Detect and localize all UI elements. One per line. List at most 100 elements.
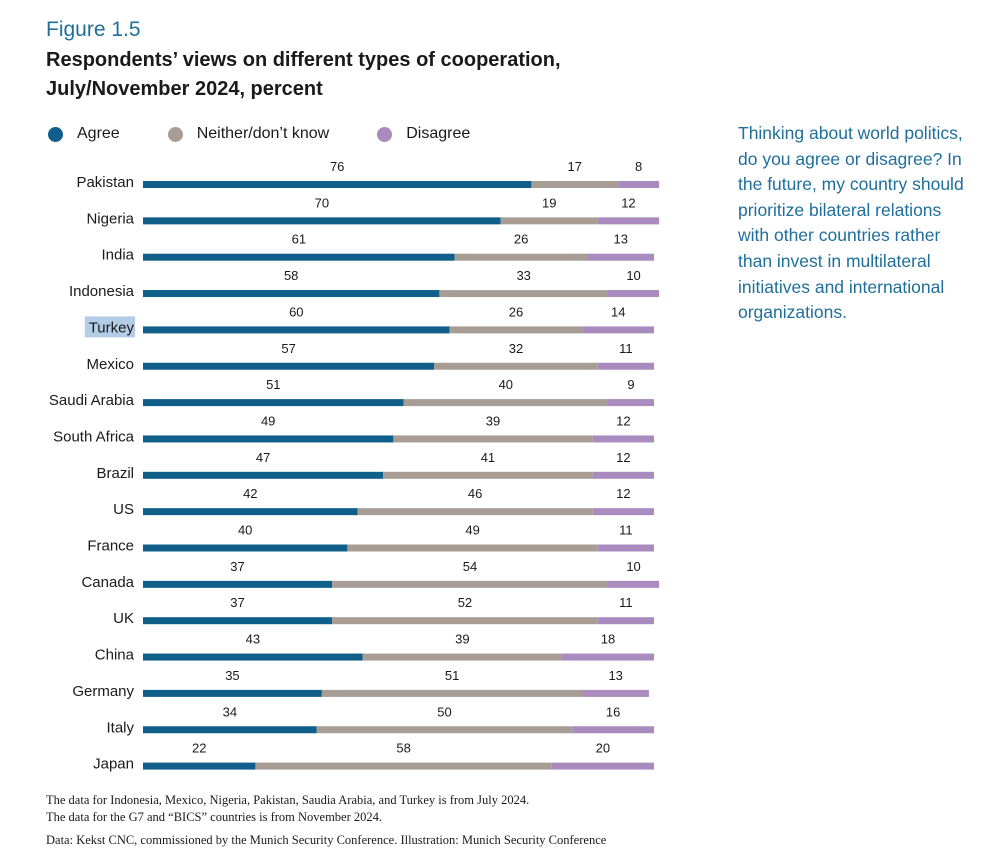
bar-row: Italy 34 50 16	[106, 704, 654, 736]
bar-row: Indonesia 58 33 10	[69, 268, 660, 300]
data-label-agree: 60	[289, 304, 303, 319]
bar-segment-agree	[143, 181, 532, 188]
bar-segment-disagree	[608, 399, 654, 407]
bar-row: South Africa 49 39 12	[53, 413, 654, 445]
legend-swatch-neither	[167, 126, 183, 142]
bar-segment-neither	[500, 217, 598, 225]
bar-segment-neither	[347, 544, 598, 552]
bar-row: UK 37 52 11	[113, 595, 654, 627]
bar-segment-agree	[143, 362, 435, 370]
category-label: US	[113, 501, 134, 518]
category-label: Germany	[72, 683, 134, 700]
data-label-disagree: 16	[606, 704, 620, 719]
data-label-agree: 34	[223, 704, 237, 719]
data-label-disagree: 13	[614, 232, 628, 247]
bar-row: Japan 22 58 20	[93, 741, 654, 773]
category-label: Pakistan	[76, 174, 134, 191]
category-label: Italy	[106, 719, 134, 736]
data-label-disagree: 14	[611, 304, 625, 319]
category-label: China	[95, 647, 135, 664]
data-label-disagree: 12	[616, 450, 630, 465]
bar-segment-neither	[362, 653, 563, 661]
chart-title-line-1: Respondents’ views on different types of…	[46, 49, 561, 71]
bar-segment-agree	[143, 217, 501, 225]
bar-segment-neither	[449, 326, 583, 334]
category-label: Canada	[81, 574, 134, 591]
data-label-agree: 51	[266, 377, 280, 392]
bar-segment-agree	[143, 762, 256, 770]
data-label-disagree: 11	[619, 595, 633, 610]
data-label-agree: 22	[192, 741, 206, 756]
data-label-neither: 19	[542, 195, 556, 210]
bar-segment-disagree	[592, 508, 654, 516]
data-label-agree: 49	[261, 413, 275, 428]
bar-segment-neither	[434, 362, 598, 370]
data-label-disagree: 10	[626, 559, 640, 574]
data-label-agree: 70	[315, 195, 329, 210]
bar-row: Nigeria 70 19 12	[86, 195, 660, 227]
bar-row: Pakistan 76 17 8	[76, 159, 660, 191]
bar-segment-agree	[143, 508, 358, 516]
bar-row: China 43 39 18	[95, 632, 654, 664]
bar-row: Brazil 47 41 12	[96, 450, 654, 482]
bar-segment-neither	[321, 689, 583, 697]
category-label: Nigeria	[86, 210, 134, 227]
data-label-agree: 61	[292, 232, 306, 247]
legend-label-agree: Agree	[77, 125, 120, 142]
bar-segment-disagree	[608, 290, 660, 298]
data-label-agree: 47	[256, 450, 270, 465]
data-label-agree: 40	[238, 523, 252, 538]
data-label-agree: 35	[225, 668, 239, 683]
legend-item-agree: Agree	[46, 125, 120, 143]
bar-segment-agree	[143, 689, 322, 697]
bar-segment-disagree	[582, 326, 654, 334]
legend-label-neither: Neither/don’t know	[196, 125, 330, 142]
data-label-neither: 33	[516, 268, 530, 283]
data-label-disagree: 12	[621, 195, 635, 210]
bar-segment-agree	[143, 399, 404, 407]
bar-segment-neither	[403, 399, 609, 407]
bar-segment-neither	[255, 762, 552, 770]
highlight-box	[84, 316, 135, 338]
bar-segment-agree	[143, 653, 363, 661]
bar-segment-agree	[143, 726, 317, 734]
data-label-disagree: 13	[608, 668, 622, 683]
bar-row: Turkey 60 26 14	[84, 304, 654, 338]
bar-segment-disagree	[597, 544, 654, 552]
category-label: Mexico	[86, 356, 134, 373]
data-label-neither: 49	[465, 523, 479, 538]
chart-title: Respondents’ views on different types of…	[46, 46, 646, 104]
bar-segment-disagree	[597, 617, 654, 625]
data-label-disagree: 8	[635, 159, 642, 174]
bar-segment-agree	[143, 617, 333, 625]
bar-row: Mexico 57 32 11	[86, 341, 654, 373]
footnote-1: The data for Indonesia, Mexico, Nigeria,…	[46, 793, 530, 807]
legend-swatch-disagree	[377, 126, 393, 142]
bar-segment-agree	[143, 471, 384, 479]
bar-segment-neither	[316, 726, 573, 734]
category-label: France	[87, 538, 134, 555]
bar-segment-neither	[531, 181, 619, 188]
bar-segment-neither	[357, 508, 593, 516]
chart-title-line-2: July/November 2024, percent	[46, 78, 323, 100]
legend: Agree Neither/don’t know Disagree	[46, 122, 516, 146]
data-label-disagree: 12	[616, 486, 630, 501]
source-note: Data: Kekst CNC, commissioned by the Mun…	[46, 833, 607, 847]
bar-segment-neither	[439, 290, 609, 298]
footnote-2: The data for the G7 and “BICS” countries…	[46, 810, 383, 824]
data-label-disagree: 11	[619, 523, 633, 538]
bar-segment-disagree	[597, 362, 654, 370]
bar-segment-neither	[393, 435, 593, 443]
bar-segment-disagree	[592, 435, 654, 443]
bar-row: US 42 46 12	[113, 486, 654, 518]
data-label-neither: 26	[514, 232, 528, 247]
data-label-disagree: 20	[596, 741, 610, 756]
data-label-agree: 37	[230, 559, 244, 574]
bar-segment-neither	[332, 617, 598, 625]
category-label: Japan	[93, 756, 134, 773]
data-label-neither: 41	[481, 450, 495, 465]
data-label-disagree: 9	[627, 377, 634, 392]
bar-segment-agree	[143, 253, 455, 261]
category-label: Indonesia	[69, 283, 135, 300]
